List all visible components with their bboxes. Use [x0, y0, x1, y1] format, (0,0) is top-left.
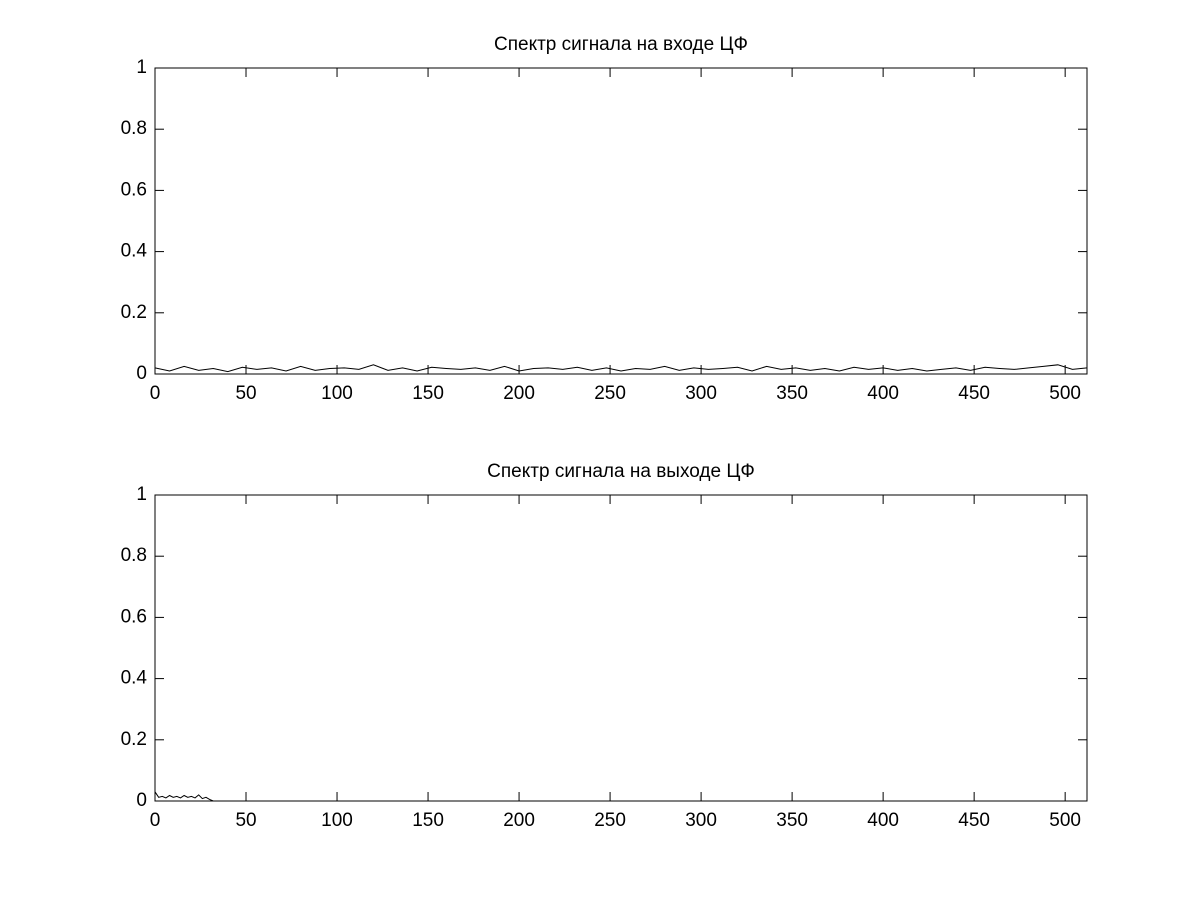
- x-tick-label: 150: [412, 810, 444, 831]
- x-tick-label: 0: [150, 383, 161, 404]
- x-tick-label: 500: [1049, 383, 1081, 404]
- y-tick-label: 0.2: [121, 302, 147, 323]
- x-tick-label: 450: [958, 383, 990, 404]
- x-tick-label: 300: [685, 810, 717, 831]
- y-tick-label: 0: [136, 790, 147, 811]
- y-tick-label: 0.4: [121, 241, 148, 262]
- x-tick-label: 500: [1049, 810, 1081, 831]
- spectrum-line: [154, 364, 1088, 373]
- axes-box: [154, 67, 1088, 375]
- y-tick-label: 1: [136, 484, 147, 505]
- x-tick-label: 50: [235, 810, 256, 831]
- x-tick-label: 150: [412, 383, 444, 404]
- x-tick-label: 250: [594, 383, 626, 404]
- x-tick-label: 400: [867, 810, 899, 831]
- x-tick-label: 50: [235, 383, 256, 404]
- axes-box: [154, 494, 1088, 802]
- y-tick-label: 0.6: [121, 179, 147, 200]
- x-tick-label: 300: [685, 383, 717, 404]
- x-tick-label: 200: [503, 810, 535, 831]
- y-tick-label: 0.8: [121, 118, 147, 139]
- y-tick-label: 0: [136, 363, 147, 384]
- x-tick-label: 350: [776, 383, 808, 404]
- x-tick-label: 450: [958, 810, 990, 831]
- y-tick-label: 0.2: [121, 729, 147, 750]
- x-tick-label: 400: [867, 383, 899, 404]
- x-tick-label: 100: [321, 810, 353, 831]
- chart-title: Спектр сигнала на выходе ЦФ: [487, 461, 755, 482]
- y-tick-label: 1: [136, 57, 147, 78]
- x-tick-label: 250: [594, 810, 626, 831]
- y-tick-label: 0.4: [121, 668, 148, 689]
- x-tick-label: 0: [150, 810, 161, 831]
- x-tick-label: 350: [776, 810, 808, 831]
- spectrum-line: [154, 791, 1087, 802]
- x-tick-label: 100: [321, 383, 353, 404]
- x-tick-label: 200: [503, 383, 535, 404]
- chart-title: Спектр сигнала на входе ЦФ: [494, 34, 748, 55]
- y-tick-label: 0.8: [121, 545, 147, 566]
- y-tick-label: 0.6: [121, 606, 147, 627]
